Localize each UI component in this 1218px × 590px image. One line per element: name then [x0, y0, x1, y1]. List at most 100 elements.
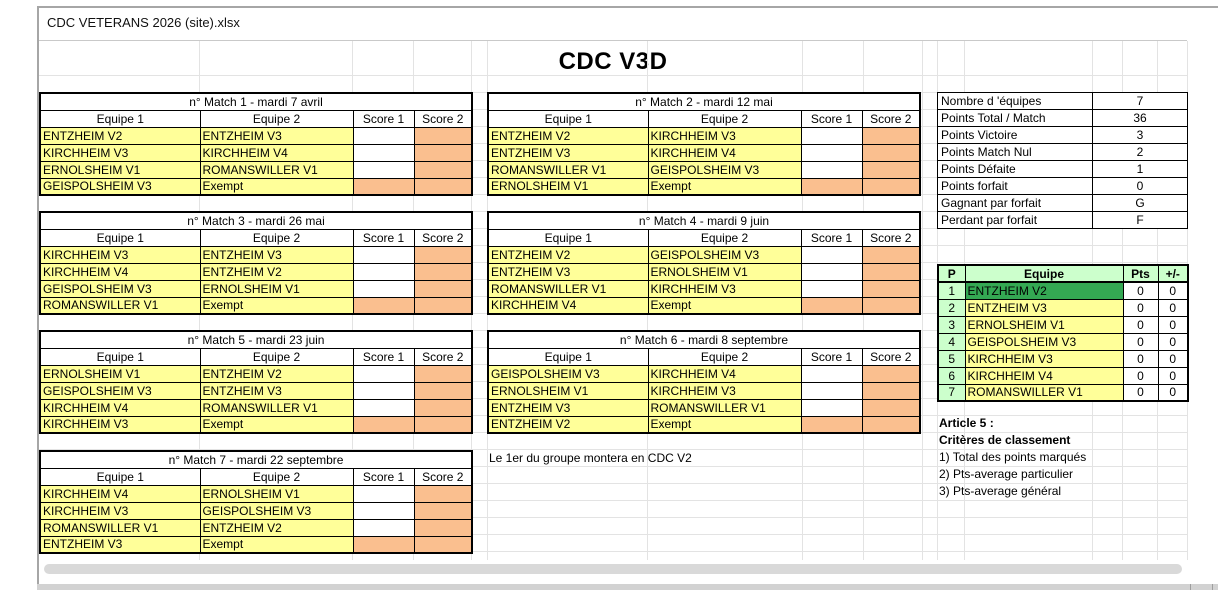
score1-cell[interactable] [352, 279, 415, 298]
match-header-cell: Score 1 [352, 467, 415, 486]
team-cell: ERNOLSHEIM V1 [647, 262, 802, 281]
horizontal-scrollbar[interactable] [39, 562, 1187, 576]
horizontal-scrollbar-thumb[interactable] [44, 564, 1182, 574]
score2-cell [861, 143, 921, 162]
info-value: 1 [1092, 160, 1188, 178]
standings-row: 2 ENTZHEIM V3 0 0 [937, 298, 1189, 317]
score2-cell [861, 279, 921, 298]
match-title: n° Match 3 - mardi 26 mai [39, 211, 473, 230]
score1-cell[interactable] [352, 484, 415, 503]
match-table-6: n° Match 6 - mardi 8 septembre Equipe 1 Eq… [487, 330, 922, 434]
info-label: Gagnant par forfait [937, 194, 1093, 212]
standings-diff-cell: 0 [1157, 383, 1189, 402]
info-label: Points Match Nul [937, 143, 1093, 161]
match-row: ENTZHEIM V2 KIRCHHEIM V3 [487, 126, 921, 145]
team-cell: ENTZHEIM V2 [487, 126, 649, 145]
match-header-cell: Equipe 2 [199, 109, 354, 128]
standings-position-cell: 1 [937, 281, 966, 300]
score2-cell [861, 245, 921, 264]
standings-pts-cell: 0 [1122, 332, 1159, 351]
info-row: Points Total / Match 36 [937, 109, 1188, 127]
team-cell: KIRCHHEIM V4 [199, 143, 354, 162]
info-value: 0 [1092, 177, 1188, 195]
match-header-cell: Equipe 2 [647, 347, 802, 366]
promotion-note: Le 1er du groupe montera en CDC V2 [489, 451, 692, 465]
match-title: n° Match 2 - mardi 12 mai [487, 92, 921, 111]
score1-cell[interactable] [800, 245, 863, 264]
match-title: n° Match 6 - mardi 8 septembre [487, 330, 921, 349]
file-title: CDC VETERANS 2026 (site).xlsx [47, 15, 240, 30]
score1-cell[interactable] [352, 518, 415, 537]
score1-cell[interactable] [352, 398, 415, 417]
score1-cell[interactable] [352, 501, 415, 520]
team-cell: ENTZHEIM V2 [39, 126, 201, 145]
match-title-row: n° Match 4 - mardi 9 juin [487, 211, 921, 230]
gridline-horizontal [39, 517, 1187, 518]
team-cell: GEISPOLSHEIM V3 [39, 279, 201, 298]
score1-cell[interactable] [352, 143, 415, 162]
standings-row: 3 ERNOLSHEIM V1 0 0 [937, 315, 1189, 334]
standings-equipe-cell: KIRCHHEIM V4 [964, 366, 1124, 385]
score1-cell[interactable] [800, 398, 863, 417]
standings-equipe-cell: ERNOLSHEIM V1 [964, 315, 1124, 334]
gridline-horizontal [39, 551, 1187, 552]
match-header-cell: Equipe 2 [647, 109, 802, 128]
score1-cell[interactable] [800, 262, 863, 281]
team-cell: ENTZHEIM V3 [39, 535, 201, 554]
team-cell: KIRCHHEIM V4 [647, 143, 802, 162]
match-title: n° Match 4 - mardi 9 juin [487, 211, 921, 230]
info-label: Nombre d 'équipes [937, 92, 1093, 110]
team-cell: GEISPOLSHEIM V3 [39, 381, 201, 400]
score1-cell[interactable] [352, 245, 415, 264]
score1-cell[interactable] [800, 279, 863, 298]
score1-cell[interactable] [800, 126, 863, 145]
standings-equipe-cell: KIRCHHEIM V3 [964, 349, 1124, 368]
score1-cell[interactable] [800, 364, 863, 383]
team-cell: KIRCHHEIM V3 [39, 143, 201, 162]
score1-cell [352, 415, 415, 434]
score1-cell [352, 177, 415, 196]
team-cell: KIRCHHEIM V4 [39, 262, 201, 281]
standings-pts-cell: 0 [1122, 298, 1159, 317]
team-cell: ERNOLSHEIM V1 [39, 160, 201, 179]
score1-cell [352, 535, 415, 554]
article5-item: 3) Pts-average général [939, 484, 1062, 498]
team-cell: ENTZHEIM V3 [199, 245, 354, 264]
parameters-table: Nombre d 'équipes 7 Points Total / Match 36… [937, 92, 1188, 229]
standings-header-row: P Equipe Pts +/- [937, 264, 1189, 283]
team-cell: ENTZHEIM V2 [487, 415, 649, 434]
match-row: KIRCHHEIM V3 KIRCHHEIM V4 [39, 143, 473, 162]
article5-subtitle: Critères de classement [939, 433, 1071, 447]
team-cell: KIRCHHEIM V3 [39, 415, 201, 434]
match-row: GEISPOLSHEIM V3 ENTZHEIM V3 [39, 381, 473, 400]
team-cell: ROMANSWILLER V1 [39, 518, 201, 537]
score1-cell[interactable] [352, 262, 415, 281]
team-cell: ENTZHEIM V3 [199, 381, 354, 400]
standings-row: 7 ROMANSWILLER V1 0 0 [937, 383, 1189, 402]
standings-diff-cell: 0 [1157, 281, 1189, 300]
score1-cell[interactable] [800, 143, 863, 162]
match-header-cell: Score 2 [413, 467, 473, 486]
info-row: Points Match Nul 2 [937, 143, 1188, 161]
match-row: ERNOLSHEIM V1 ROMANSWILLER V1 [39, 160, 473, 179]
score1-cell[interactable] [352, 381, 415, 400]
score1-cell[interactable] [352, 364, 415, 383]
score1-cell[interactable] [800, 381, 863, 400]
team-cell: Exempt [199, 296, 354, 315]
match-row: ENTZHEIM V3 ERNOLSHEIM V1 [487, 262, 921, 281]
bottom-edge-divider [1190, 584, 1191, 590]
team-cell: ROMANSWILLER V1 [647, 398, 802, 417]
team-cell: KIRCHHEIM V3 [647, 126, 802, 145]
team-cell: GEISPOLSHEIM V3 [647, 245, 802, 264]
team-cell: Exempt [199, 415, 354, 434]
team-cell: ROMANSWILLER V1 [199, 398, 354, 417]
match-row: ERNOLSHEIM V1 ENTZHEIM V2 [39, 364, 473, 383]
score1-cell[interactable] [352, 126, 415, 145]
match-row: ENTZHEIM V2 Exempt [487, 415, 921, 434]
team-cell: Exempt [647, 415, 802, 434]
score1-cell[interactable] [800, 160, 863, 179]
standings-header-cell: Equipe [964, 264, 1124, 283]
score1-cell[interactable] [352, 160, 415, 179]
match-table-3: n° Match 3 - mardi 26 mai Equipe 1 Equipe … [39, 211, 474, 315]
article5-item: 2) Pts-average particulier [939, 467, 1074, 481]
